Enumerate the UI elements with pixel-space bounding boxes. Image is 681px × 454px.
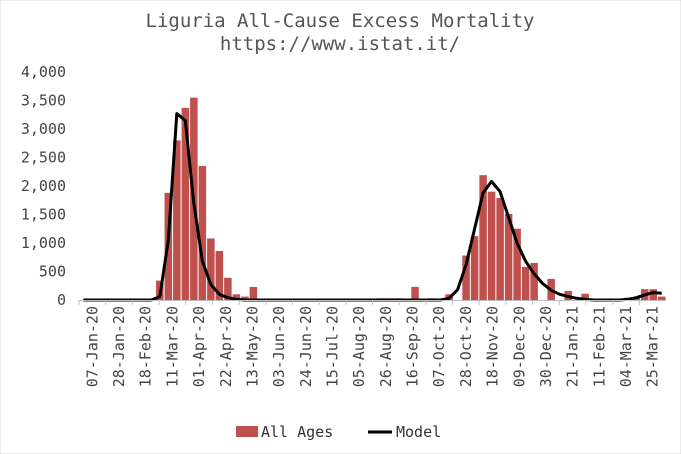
x-tick-label: 30-Dec-20	[537, 306, 555, 387]
x-tick-label: 07-Oct-20	[430, 306, 448, 387]
bar	[504, 213, 513, 300]
x-tick-label: 09-Dec-20	[510, 306, 528, 387]
y-tick-label: 3,000	[21, 120, 66, 138]
bar	[470, 236, 479, 300]
x-tick-label: 24-Jun-20	[297, 306, 315, 387]
bar	[521, 266, 530, 300]
bar	[207, 238, 215, 300]
bar	[530, 262, 538, 300]
y-tick-label: 2,500	[21, 149, 66, 167]
bar	[411, 286, 419, 300]
x-tick-label: 16-Sep-20	[404, 306, 422, 387]
y-tick-label: 4,000	[21, 63, 66, 81]
legend-label-model: Model	[396, 423, 441, 441]
chart-subtitle: https://www.istat.it/	[220, 33, 460, 55]
y-tick-label: 2,000	[21, 177, 66, 195]
bar	[462, 255, 470, 300]
bar	[215, 250, 224, 300]
x-tick-label: 15-Jul-20	[323, 306, 341, 387]
bar	[487, 191, 496, 300]
legend: All Ages Model	[236, 423, 441, 441]
y-tick-label: 1,500	[21, 206, 66, 224]
bar	[496, 197, 504, 300]
chart-title: Liguria All-Cause Excess Mortality	[146, 10, 535, 32]
x-tick-label: 21-Jan-21	[564, 306, 582, 387]
bar	[198, 166, 207, 300]
x-tick-label: 22-Apr-20	[217, 306, 235, 387]
bar	[513, 228, 521, 300]
bar	[181, 107, 190, 300]
x-axis: 07-Jan-20 28-Jan-20 18-Feb-20 11-Mar-20 01-A…	[78, 300, 666, 387]
y-tick-label: 0	[57, 291, 66, 309]
x-tick-label: 11-Feb-21	[590, 306, 608, 387]
x-tick-label: 25-Mar-21	[644, 306, 662, 387]
legend-label-all-ages: All Ages	[261, 423, 333, 441]
bar	[173, 140, 181, 300]
y-tick-label: 500	[39, 263, 66, 281]
x-tick-label: 05-Aug-20	[350, 306, 368, 387]
bar	[479, 175, 487, 300]
bar	[241, 296, 249, 300]
x-tick-label: 18-Feb-20	[137, 306, 155, 387]
y-tick-label: 1,000	[21, 234, 66, 252]
y-axis: 0 500 1,000 1,500 2,000 2,500 3,000 3,500 4,000	[21, 63, 66, 309]
bar	[581, 293, 589, 300]
x-tick-label: 03-Jun-20	[270, 306, 288, 387]
x-tick-label: 28-Jan-20	[110, 306, 128, 387]
x-tick-label: 07-Jan-20	[83, 306, 101, 387]
bar	[232, 294, 241, 300]
x-tick-label: 18-Nov-20	[484, 306, 502, 387]
x-tick-label: 13-May-20	[243, 306, 261, 387]
bar	[224, 277, 232, 300]
x-tick-label: 28-Oct-20	[457, 306, 475, 387]
bar	[649, 289, 657, 300]
bar	[657, 296, 666, 300]
y-tick-label: 3,500	[21, 92, 66, 110]
legend-swatch-all-ages	[236, 426, 258, 437]
x-tick-label: 04-Mar-21	[617, 306, 635, 387]
bar	[249, 286, 258, 300]
x-tick-label: 26-Aug-20	[377, 306, 395, 387]
x-tick-label: 01-Apr-20	[190, 306, 208, 387]
x-tick-label: 11-Mar-20	[163, 306, 181, 387]
